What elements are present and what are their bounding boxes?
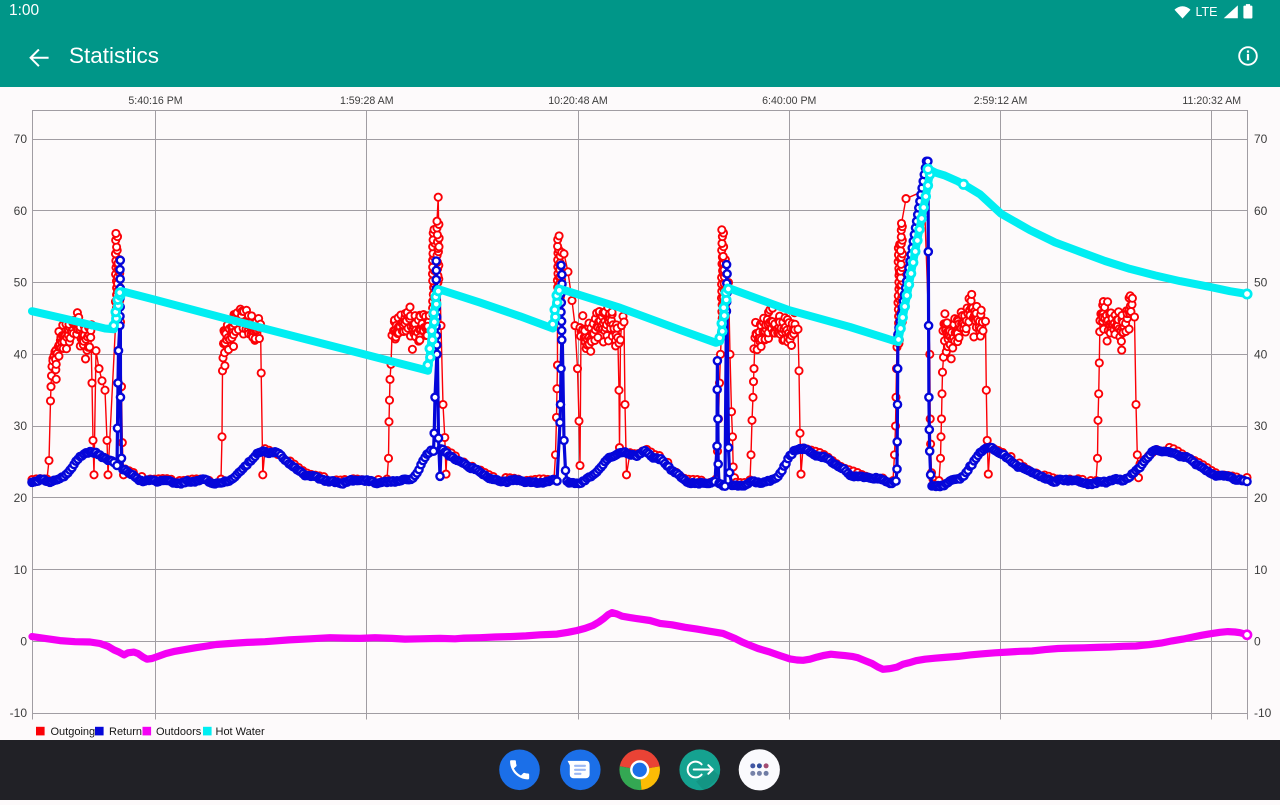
- svg-text:20: 20: [1254, 491, 1268, 505]
- svg-text:-10: -10: [1254, 706, 1272, 720]
- svg-text:Outdoors: Outdoors: [156, 726, 202, 738]
- svg-text:60: 60: [14, 204, 28, 218]
- svg-text:70: 70: [1254, 132, 1268, 146]
- svg-text:1:59:28 AM: 1:59:28 AM: [340, 95, 394, 107]
- svg-text:50: 50: [14, 276, 28, 290]
- svg-text:40: 40: [14, 348, 28, 362]
- svg-text:30: 30: [14, 419, 28, 433]
- svg-text:2:59:12 AM: 2:59:12 AM: [974, 95, 1028, 107]
- svg-text:0: 0: [1254, 635, 1261, 649]
- svg-text:30: 30: [1254, 419, 1268, 433]
- svg-text:70: 70: [14, 132, 28, 146]
- svg-text:60: 60: [1254, 204, 1268, 218]
- svg-text:10: 10: [1254, 563, 1268, 577]
- svg-text:LTE: LTE: [1196, 5, 1218, 19]
- svg-text:Hot Water: Hot Water: [216, 726, 265, 738]
- svg-text:0: 0: [20, 635, 27, 649]
- svg-text:40: 40: [1254, 348, 1268, 362]
- svg-text:Return: Return: [109, 726, 142, 738]
- svg-text:11:20:32 AM: 11:20:32 AM: [1182, 95, 1241, 107]
- svg-text:20: 20: [14, 491, 28, 505]
- svg-text:10: 10: [14, 563, 28, 577]
- svg-text:Outgoing: Outgoing: [51, 726, 96, 738]
- svg-text:-10: -10: [10, 706, 28, 720]
- svg-text:5:40:16 PM: 5:40:16 PM: [128, 95, 182, 107]
- svg-text:50: 50: [1254, 276, 1268, 290]
- svg-text:10:20:48 AM: 10:20:48 AM: [548, 95, 608, 107]
- svg-text:6:40:00 PM: 6:40:00 PM: [762, 95, 816, 107]
